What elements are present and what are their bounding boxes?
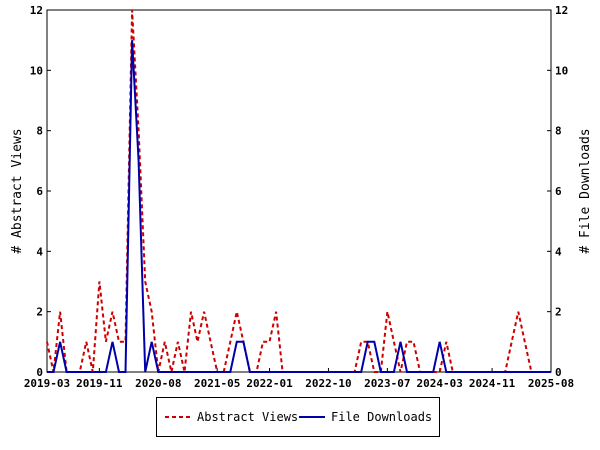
legend: Abstract Views File Downloads [156, 397, 440, 437]
left-y-tick-label: 4 [36, 245, 43, 258]
legend-swatch-file-downloads [299, 416, 325, 418]
right-y-tick-label: 8 [555, 125, 562, 138]
right-y-tick-label: 6 [555, 185, 562, 198]
left-y-tick-label: 8 [36, 125, 43, 138]
right-y-tick-label: 10 [555, 64, 568, 77]
plot-area-border [46, 9, 552, 373]
y-axis-title-left: # Abstract Views [10, 128, 25, 253]
y-axis-title-right: # File Downloads [578, 128, 593, 253]
x-tick-label: 2024-03 [417, 377, 463, 390]
x-tick-label: 2020-08 [135, 377, 181, 390]
left-y-tick-label: 6 [36, 185, 43, 198]
x-tick-label: 2021-05 [194, 377, 240, 390]
x-tick-label: 2022-01 [246, 377, 293, 390]
legend-swatch-abstract-views [165, 416, 191, 418]
legend-label-file-downloads: File Downloads [331, 410, 433, 424]
x-tick-label: 2024-11 [469, 377, 516, 390]
x-axis: 2019-03 2019-11 2020-08 2021-05 2022-01 2022-… [24, 368, 574, 390]
right-y-tick-label: 4 [555, 245, 562, 258]
left-y-tick-label: 2 [36, 306, 43, 319]
right-y-tick-label: 0 [555, 366, 562, 379]
left-y-tick-label: 10 [30, 64, 43, 77]
right-y-tick-label: 12 [555, 4, 568, 17]
legend-item-file-downloads: File Downloads [299, 398, 432, 436]
x-tick-label: 2022-10 [305, 377, 351, 390]
left-y-tick-label: 0 [36, 366, 43, 379]
left-y-tick-label: 12 [30, 4, 43, 17]
series-line-file-downloads [47, 40, 551, 373]
legend-label-abstract-views: Abstract Views [197, 410, 299, 424]
x-tick-label: 2019-11 [76, 377, 123, 390]
series-layer [46, 9, 551, 373]
right-y-tick-label: 2 [555, 306, 562, 319]
x-tick-label: 2023-07 [364, 377, 410, 390]
x-tick-label: 2019-03 [24, 377, 70, 390]
legend-item-abstract-views: Abstract Views [165, 398, 298, 436]
x-tick-label: 2025-08 [528, 377, 574, 390]
left-y-axis: 0 2 4 6 8 10 12 [30, 4, 51, 379]
